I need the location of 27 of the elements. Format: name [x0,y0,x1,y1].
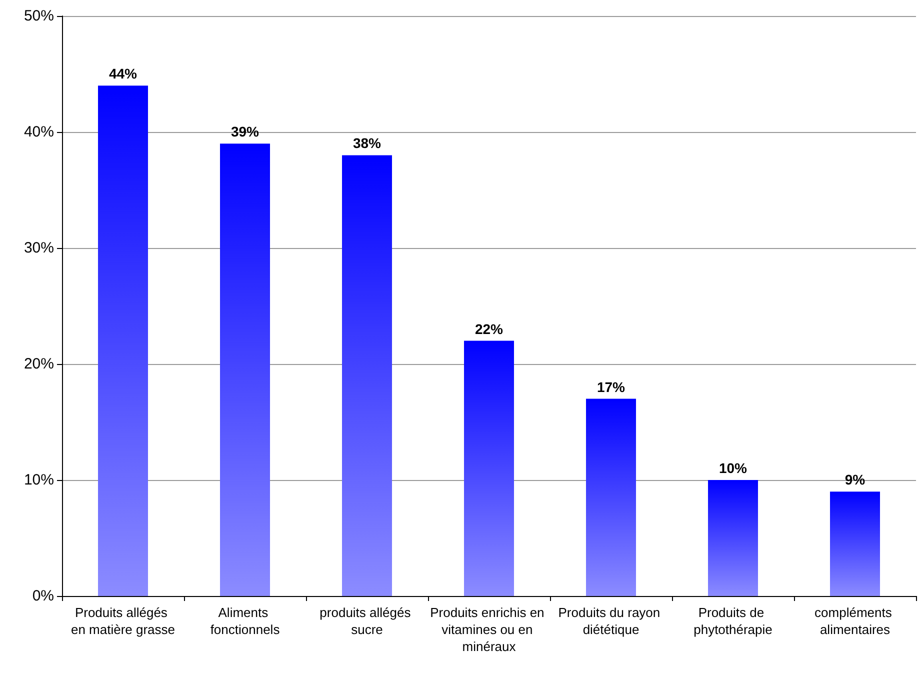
x-tick-label: Produits de phytothérapie [694,605,772,637]
bar [708,480,758,596]
y-tick-label: 20% [24,356,54,372]
bar [98,86,148,596]
x-tick-label: compléments alimentaires [814,605,896,637]
bar [220,144,270,596]
y-tick-label: 10% [24,472,54,488]
data-label: 9% [844,472,866,488]
y-tick-label: 0% [32,588,54,604]
bar [464,340,514,596]
data-label: 38% [352,135,382,152]
x-tick-label: Produits allégés en matière grasse [70,605,176,637]
bar [830,492,880,596]
y-tick-label: 40% [24,124,54,140]
x-tick-label: Produits enrichis en vitamines ou en minéraux [430,605,548,654]
bar [586,398,636,596]
data-label: 39% [230,124,260,140]
y-tick-label: 50% [24,8,54,24]
data-label: 17% [596,378,626,395]
data-label: 44% [108,66,138,82]
x-tick-label: Aliments fonctionnels [210,605,280,637]
data-label: 10% [718,460,748,476]
data-label: 22% [474,320,504,337]
y-tick-label: 30% [24,240,54,256]
x-tick-label: produits allégés sucre [320,605,414,637]
bar [342,155,392,596]
x-tick-label: Produits du rayon diététique [558,605,664,637]
